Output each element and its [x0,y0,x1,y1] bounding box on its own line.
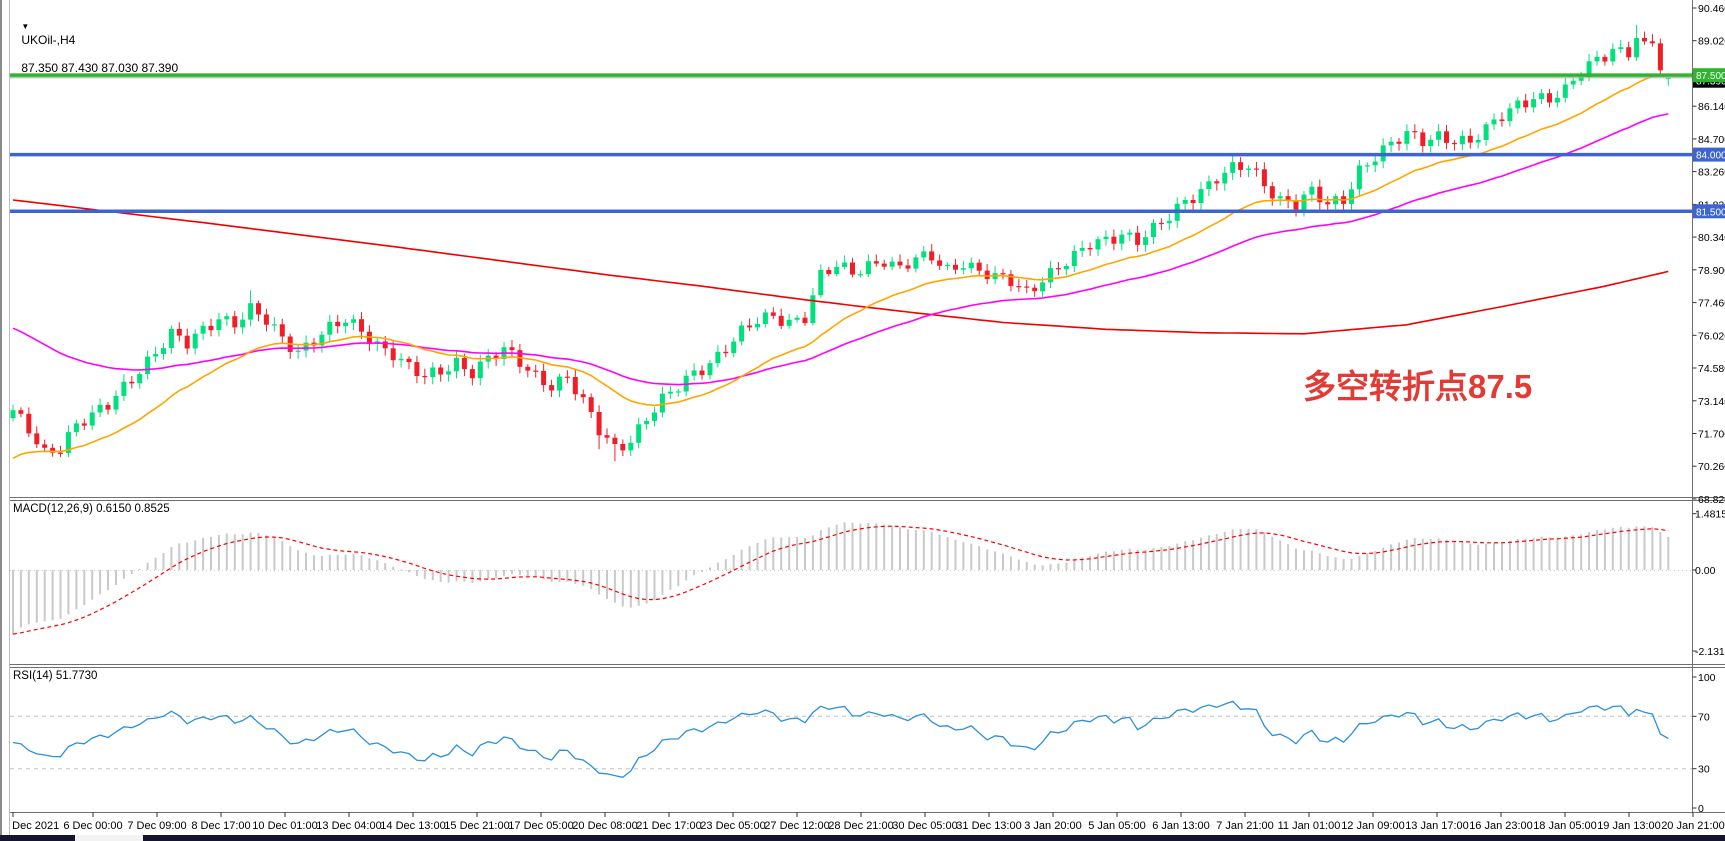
ma-slow-line [12,199,1669,335]
price-axis-label: 83.260 [1698,167,1725,179]
price-axis-label: 80.340 [1698,232,1725,244]
time-axis-label: 6 Jan 13:00 [1152,820,1210,832]
price-axis-label: 71.700 [1698,429,1725,441]
horizontal-scrollbar[interactable] [0,835,1725,841]
time-axis-label: 17 Dec 05:00 [508,820,573,832]
ma-fast-line [12,74,1669,460]
macd-histogram [12,522,1670,635]
window-left-border [0,0,10,835]
time-axis-label: 7 Jan 21:00 [1216,820,1274,832]
rsi-indicator-label: RSI(14) 51.7730 [13,670,98,682]
price-tag-81.500: 81.500 [1693,204,1725,219]
time-axis-label: 7 Dec 09:00 [127,820,186,832]
time-axis-label: 5 Jan 05:00 [1088,820,1146,832]
macd-axis-label: 0.00 [1695,565,1716,577]
time-axis-label: 12 Jan 09:00 [1341,820,1405,832]
macd-signal-line [12,525,1669,635]
scrollbar-gap [75,835,143,841]
price-axis-label: 68.820 [1698,494,1725,506]
time-axis-label: 20 Dec 08:00 [572,820,637,832]
macd-indicator-label: MACD(12,26,9) 0.6150 0.8525 [13,503,170,515]
time-axis-label: 3 Jan 20:00 [1024,820,1082,832]
chevron-down-icon[interactable]: ▼ [21,22,30,31]
candles-layer[interactable] [10,24,1671,462]
time-axis-label: 20 Jan 21:00 [1661,820,1725,832]
time-axis-label: 15 Dec 21:00 [444,820,509,832]
rsi-line [12,700,1669,778]
price-axis-label: 78.900 [1698,265,1725,277]
chart-title: ▼ UKOil-,H4 87.350 87.430 87.030 87.390 [8,5,178,89]
time-axis[interactable]: 2 Dec 2021 6 Dec 00:00 7 Dec 09:00 8 Dec 17… [3,812,1725,832]
time-axis-label: 8 Dec 17:00 [191,820,250,832]
svg-text:87.500: 87.500 [1696,71,1725,82]
scrollbar-segment-left[interactable] [0,835,75,841]
time-axis-label: 2 Dec 2021 [3,820,59,832]
time-axis-label: 14 Dec 13:00 [380,820,445,832]
scrollbar-segment-right[interactable] [143,835,1725,841]
time-axis-label: 23 Dec 05:00 [700,820,765,832]
rsi-axis-label: 30 [1698,764,1710,776]
svg-text:84.000: 84.000 [1696,151,1725,162]
time-axis-label: 19 Jan 13:00 [1597,820,1661,832]
time-axis-label: 27 Dec 12:00 [764,820,829,832]
time-axis-label: 28 Dec 21:00 [828,820,893,832]
symbol-period-label: UKOil-,H4 [21,33,76,47]
time-axis-label: 6 Dec 00:00 [63,820,122,832]
price-tag-84.000: 84.000 [1693,147,1725,162]
time-axis-label: 31 Dec 13:00 [956,820,1021,832]
ohlc-values: 87.350 87.430 87.030 87.390 [21,61,179,75]
time-axis-label: 16 Jan 23:00 [1469,820,1533,832]
price-axis-label: 90.460 [1698,3,1725,15]
time-axis-label: 30 Dec 05:00 [892,820,957,832]
price-axis-label: 70.260 [1698,461,1725,473]
annotation-text-object[interactable]: 多空转折点87.5 [1303,368,1533,405]
price-axis-label: 84.700 [1698,134,1725,146]
price-axis-label: 74.580 [1698,363,1725,375]
rsi-axis-label: 70 [1698,711,1710,723]
time-axis-label: 10 Dec 01:00 [252,820,317,832]
macd-axis-label: 1.4815 [1695,509,1725,521]
rsi-panel [10,715,1692,770]
price-axis-label: 86.140 [1698,101,1725,113]
time-axis-label: 13 Dec 04:00 [316,820,381,832]
rsi-axis-label: 100 [1698,672,1716,684]
price-axis-label: 73.140 [1698,396,1725,408]
svg-text:81.500: 81.500 [1696,207,1725,218]
price-axis-label: 77.460 [1698,298,1725,310]
ma-mid-line [12,113,1669,386]
price-axis[interactable]: 90.46089.02087.58086.14084.70083.26081.8… [1692,3,1725,815]
price-tag-87.500: 87.500 [1693,68,1725,83]
time-axis-label: 21 Dec 17:00 [636,820,701,832]
time-axis-label: 18 Jan 05:00 [1533,820,1597,832]
price-axis-label: 89.020 [1698,36,1725,48]
time-axis-label: 13 Jan 17:00 [1405,820,1469,832]
macd-axis-label: -2.1313 [1695,646,1725,658]
rsi-axis-label: 0 [1698,803,1704,815]
time-axis-label: 11 Jan 01:00 [1278,820,1341,832]
price-axis-label: 76.020 [1698,330,1725,342]
